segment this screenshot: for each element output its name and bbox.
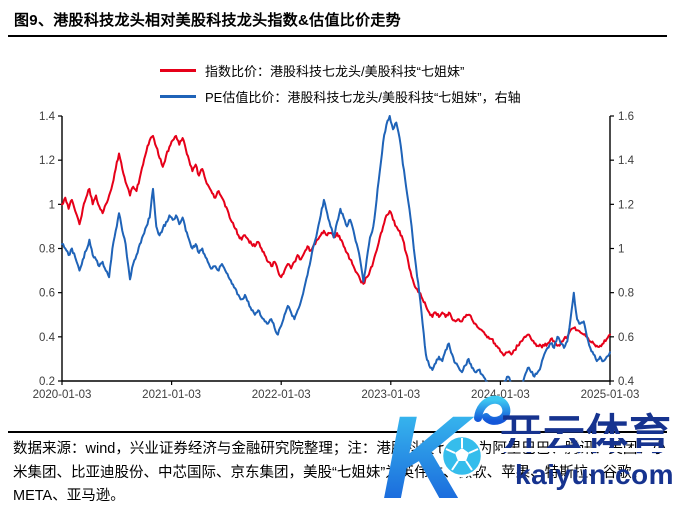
watermark-stripe (500, 448, 673, 452)
chart-canvas: 0.2 0.4 0.6 0.8 1 1.2 1.4 0.4 0.6 0.8 1 1.2 1.4 1.6 20… (33, 111, 640, 401)
right-axis-tick-label: 1.6 (618, 111, 634, 123)
left-axis-tick-label: 0.6 (39, 288, 55, 300)
watermark-globe-icon (440, 434, 484, 478)
title-divider (8, 35, 667, 37)
watermark-domain: kaiyun.com (515, 459, 675, 490)
legend-swatch-pe-ratio (160, 94, 196, 98)
x-axis-tick-label: 2023-01-03 (361, 389, 420, 401)
right-axis-tick-label: 0.6 (618, 332, 634, 344)
legend-item-index-ratio: 指数比价：港股科技七龙头/美股科技“七姐妹” (160, 57, 521, 83)
right-axis-tick-label: 1.4 (618, 155, 635, 167)
left-axis-tick-label: 0.4 (39, 332, 56, 344)
x-axis-tick-label: 2022-01-03 (252, 389, 311, 401)
figure-title: 图9、港股科技龙头相对美股科技龙头指数&估值比价走势 (14, 12, 401, 29)
x-axis-tick-label: 2021-01-03 (142, 389, 201, 401)
legend-label-pe-ratio: PE估值比价：港股科技七龙头/美股科技“七姐妹”，右轴 (205, 89, 521, 105)
left-axis-tick-label: 1 (49, 199, 55, 211)
index-ratio-line (61, 134, 611, 357)
left-axis-tick-label: 1.4 (39, 111, 56, 123)
legend-swatch-index-ratio (160, 68, 196, 72)
left-axis-tick-label: 0.2 (39, 376, 55, 388)
chart-legend: 指数比价：港股科技七龙头/美股科技“七姐妹” PE估值比价：港股科技七龙头/美股… (160, 57, 521, 109)
watermark: K 开云体育 kaiyun.com (378, 390, 675, 508)
pe-ratio-line (61, 115, 611, 382)
x-axis-tick-label: 2024-01-03 (471, 389, 530, 401)
right-axis-tick-label: 1 (618, 244, 624, 256)
source-note: 数据来源：wind，兴业证券经济与金融研究院整理；注：港股科技七龙头为阿里巴巴、… (13, 441, 667, 504)
left-axis-tick-label: 0.8 (39, 244, 55, 256)
watermark-swirl (474, 395, 511, 425)
watermark-stripe (500, 434, 673, 438)
legend-label-index-ratio: 指数比价：港股科技七龙头/美股科技“七姐妹” (205, 63, 465, 79)
left-axis-tick-label: 1.2 (39, 155, 55, 167)
right-axis-tick-label: 1.2 (618, 199, 634, 211)
x-axis-tick-label: 2025-01-03 (581, 389, 640, 401)
watermark-logo: K (382, 392, 511, 508)
legend-item-pe-ratio: PE估值比价：港股科技七龙头/美股科技“七姐妹”，右轴 (160, 83, 521, 109)
right-axis-tick-label: 0.4 (618, 376, 635, 388)
x-axis-tick-label: 2020-01-03 (33, 389, 92, 401)
right-axis-tick-label: 0.8 (618, 288, 634, 300)
footer-divider (8, 431, 667, 433)
